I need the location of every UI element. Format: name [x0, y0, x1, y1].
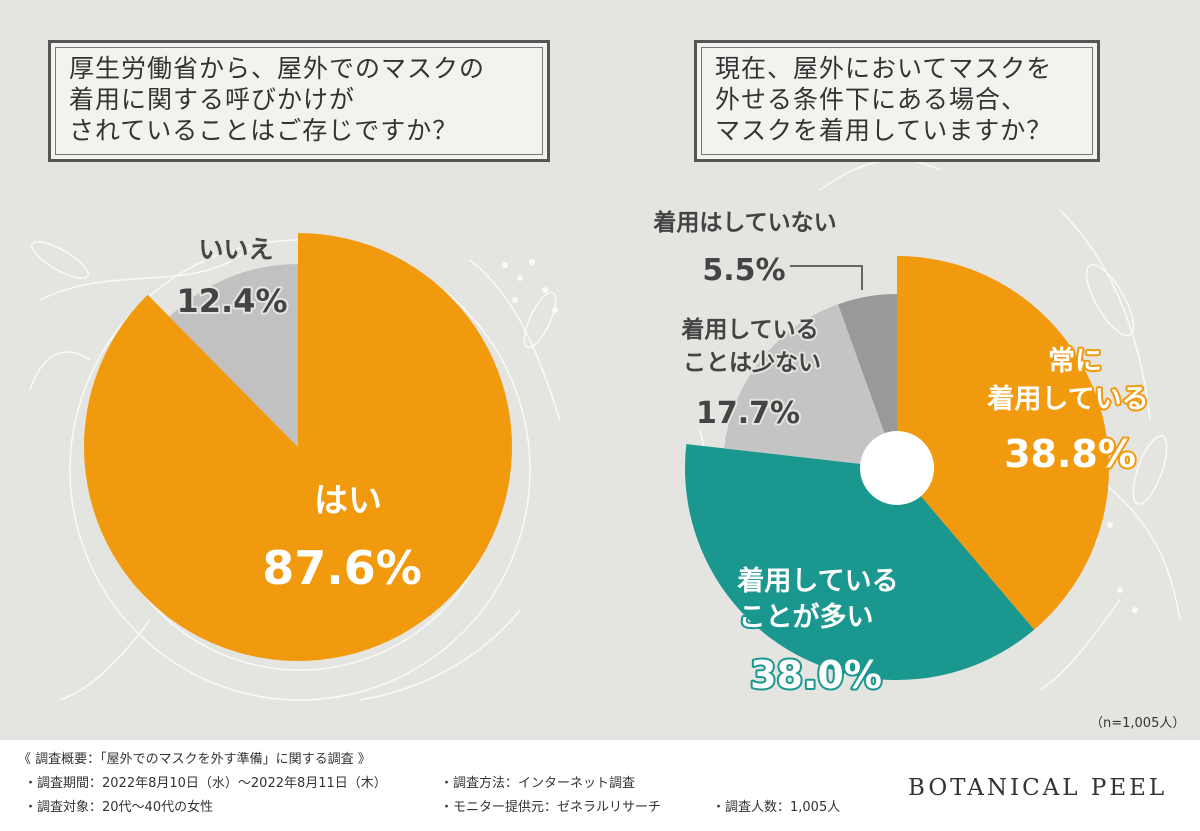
slice-value-always: 38.8%	[1004, 432, 1136, 476]
donut-slice-always	[897, 256, 1110, 630]
pie-slice-yes	[83, 233, 512, 661]
slice-value-yes: 87.6%	[262, 541, 422, 595]
survey-heading: 《 調査概要：「屋外でのマスクを外す準備」に関する調査 》	[18, 752, 371, 767]
footer-panel	[0, 740, 1200, 831]
donut-chart-mask-usage: 常に着用している38.8%着用していることが多い38.0%着用していることは少な…	[651, 207, 1150, 699]
question-line: 厚生労働省から、屋外でのマスクの	[69, 54, 486, 83]
leader-line-never	[790, 265, 863, 290]
question-line: マスクを着用していますか？	[715, 116, 1053, 145]
survey-count: ・調査人数：1,005人	[712, 800, 841, 815]
slice-label-seldom: 着用している	[681, 316, 818, 343]
survey-method: ・調査方法：インターネット調査	[440, 776, 636, 791]
slice-label-no: いいえ	[198, 235, 273, 264]
sample-size-note: （n=1,005人）	[1090, 716, 1186, 731]
pie-chart-awareness: はい 87.6% いいえ 12.4%	[83, 233, 512, 661]
survey-provider: ・モニター提供元：ゼネラルリサーチ	[440, 800, 662, 815]
survey-target: ・調査対象：20代～40代の女性	[24, 800, 214, 815]
slice-label-always: 着用している	[986, 383, 1148, 415]
slice-label-yes: はい	[314, 481, 382, 521]
donut-slice-seldom	[724, 304, 897, 468]
slice-value-often: 38.0%	[750, 653, 882, 697]
survey-period: ・調査期間：2022年8月10日（水）～2022年8月11日（木）	[24, 776, 387, 791]
slice-value-no: 12.4%	[176, 282, 287, 320]
question-box-mask-usage: 現在、屋外においてマスクを 外せる条件下にある場合、 マスクを着用していますか？	[694, 40, 1100, 162]
slice-label-often: ことが多い	[739, 601, 874, 633]
question-line: 現在、屋外においてマスクを	[715, 54, 1053, 83]
slice-value-never: 5.5%	[702, 253, 785, 288]
slice-label-seldom: ことは少ない	[683, 350, 821, 376]
question-line: 着用に関する呼びかけが	[69, 85, 356, 114]
donut-slice-often	[684, 444, 1035, 681]
question-line: 外せる条件下にある場合、	[715, 85, 1028, 114]
slice-label-often: 着用している	[736, 565, 898, 597]
donut-hole	[860, 431, 934, 505]
slice-label-never: 着用はしていない	[653, 209, 836, 236]
donut-slice-never	[838, 294, 897, 468]
brand-logo-text: BOTANICAL PEEL	[908, 775, 1168, 801]
slice-value-seldom: 17.7%	[696, 396, 800, 431]
question-line: されていることはご存じですか？	[69, 116, 459, 145]
pie-slice-no	[169, 264, 298, 447]
question-box-awareness: 厚生労働省から、屋外でのマスクの 着用に関する呼びかけが されていることはご存じ…	[48, 40, 550, 162]
slice-label-always: 常に	[1048, 346, 1102, 377]
